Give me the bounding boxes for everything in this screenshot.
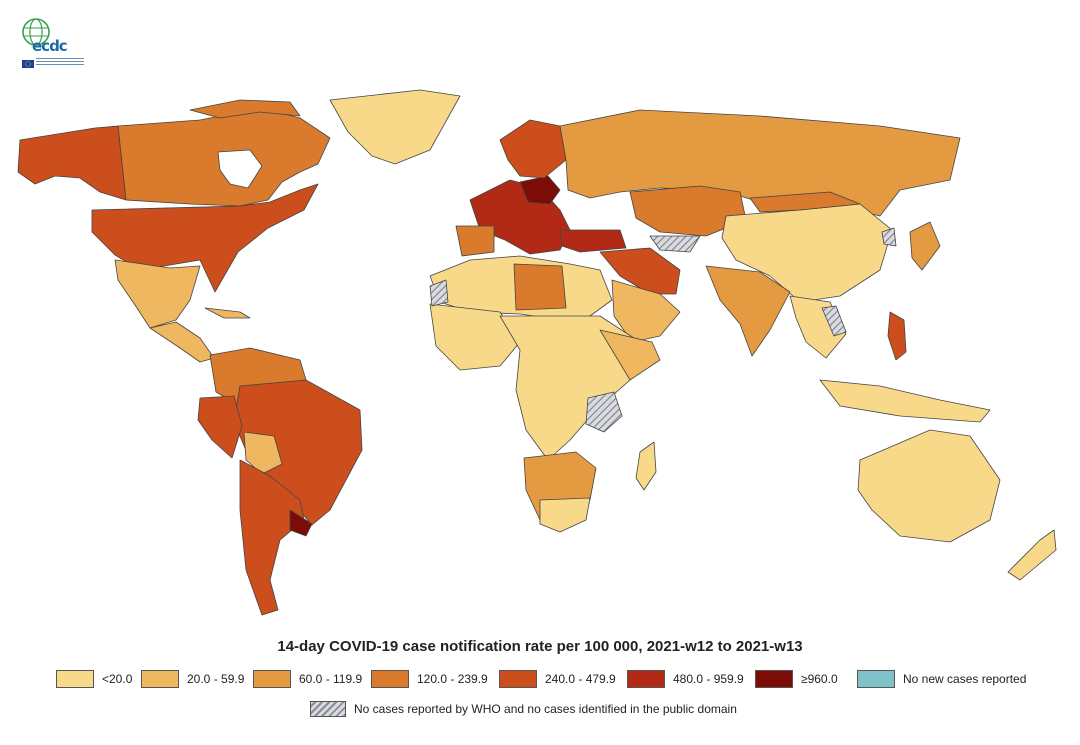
- region-libya: [513, 263, 567, 311]
- region-west-africa: [429, 303, 521, 371]
- legend-swatch: [56, 670, 94, 688]
- region-uruguay: [289, 509, 313, 537]
- hudson-bay: [217, 149, 263, 189]
- legend-label: 120.0 - 239.9: [417, 672, 488, 686]
- region-argentina: [239, 459, 305, 616]
- ecdc-logo: ecdc: [18, 16, 86, 72]
- region-australia: [857, 429, 1001, 543]
- legend-label: 60.0 - 119.9: [299, 672, 363, 686]
- legend-no-data: No cases reported by WHO and no cases id…: [310, 701, 737, 717]
- legend-label: No new cases reported: [903, 672, 1027, 686]
- region-japan: [909, 221, 941, 271]
- region-north-korea: [881, 227, 897, 247]
- legend-label: 20.0 - 59.9: [187, 672, 245, 686]
- region-arabia: [611, 279, 681, 343]
- legend-swatch: [755, 670, 793, 688]
- legend-swatch: [857, 670, 895, 688]
- region-new-zealand: [1007, 529, 1057, 581]
- legend-item: 240.0 - 479.9: [499, 670, 627, 688]
- region-mongolia: [749, 191, 861, 213]
- no-data-label: No cases reported by WHO and no cases id…: [354, 702, 737, 716]
- legend-label: 240.0 - 479.9: [545, 672, 616, 686]
- world-map: [0, 80, 1080, 620]
- region-laos: [821, 305, 847, 337]
- region-south-africa: [539, 497, 591, 533]
- legend-item: 120.0 - 239.9: [371, 670, 499, 688]
- legend: <20.0 20.0 - 59.9 60.0 - 119.9 120.0 - 2…: [56, 669, 1037, 689]
- legend-swatch: [253, 670, 291, 688]
- region-madagascar: [635, 441, 657, 491]
- legend-item: ≥960.0: [755, 670, 857, 688]
- hatch-swatch: [310, 701, 346, 717]
- region-mexico: [114, 259, 201, 329]
- region-peru: [197, 395, 243, 459]
- region-iberia: [455, 225, 495, 257]
- region-philippines: [887, 311, 907, 361]
- region-india: [705, 265, 791, 357]
- legend-item: 20.0 - 59.9: [141, 670, 253, 688]
- region-arctic-islands: [189, 99, 301, 119]
- legend-label: 480.0 - 959.9: [673, 672, 744, 686]
- region-tanzania: [585, 391, 623, 433]
- region-turkey: [559, 229, 627, 253]
- logo-name: ecdc: [32, 37, 68, 55]
- legend-item: <20.0: [56, 670, 141, 688]
- region-central-america: [149, 321, 215, 363]
- region-indonesia: [819, 379, 991, 423]
- legend-swatch: [141, 670, 179, 688]
- region-alaska: [17, 125, 127, 201]
- region-east-africa: [599, 329, 661, 381]
- legend-item: No new cases reported: [857, 670, 1037, 688]
- legend-swatch: [371, 670, 409, 688]
- region-central-africa: [499, 315, 641, 461]
- region-brazil: [233, 379, 363, 526]
- region-cuba: [204, 307, 251, 319]
- region-western-sahara: [429, 279, 449, 307]
- legend-swatch: [627, 670, 665, 688]
- region-middle-east: [599, 247, 681, 295]
- legend-swatch: [499, 670, 537, 688]
- legend-item: 480.0 - 959.9: [627, 670, 755, 688]
- region-turkmenistan: [649, 235, 701, 253]
- logo-fine-print: [36, 56, 84, 66]
- legend-label: <20.0: [102, 672, 133, 686]
- region-bolivia: [243, 431, 283, 475]
- region-greenland: [329, 89, 461, 165]
- legend-item: 60.0 - 119.9: [253, 670, 371, 688]
- map-title: 14-day COVID-19 case notification rate p…: [277, 638, 803, 655]
- region-scandinavia: [499, 119, 567, 179]
- legend-label: ≥960.0: [801, 672, 838, 686]
